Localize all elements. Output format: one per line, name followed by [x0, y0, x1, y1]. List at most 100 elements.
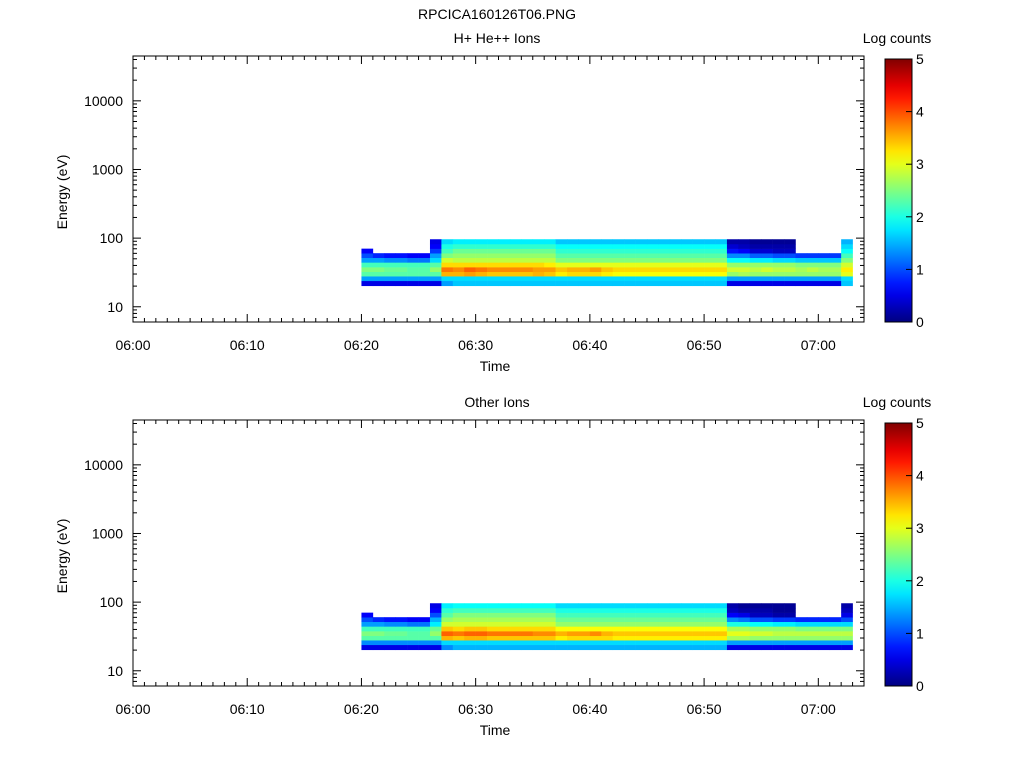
heatmap-cell [429, 253, 442, 259]
heatmap-cell [658, 626, 671, 632]
heatmap-cell [578, 257, 591, 263]
heatmap-cell [715, 635, 728, 641]
heatmap-cell [669, 612, 682, 618]
heatmap-cell [555, 280, 568, 287]
heatmap-cell [658, 253, 671, 259]
heatmap-cell [532, 248, 545, 254]
heatmap-cell [784, 262, 796, 268]
heatmap-cell [544, 603, 556, 609]
heatmap-cell [589, 626, 602, 632]
heatmap-cell [578, 271, 591, 277]
heatmap-cell [567, 267, 579, 273]
heatmap-cell [555, 603, 568, 609]
heatmap-cell [612, 267, 625, 273]
heatmap-cell [738, 640, 751, 646]
heatmap-cell [589, 603, 602, 609]
heatmap-cell [464, 257, 476, 263]
heatmap-cell [509, 635, 522, 641]
heatmap-cell [464, 631, 476, 637]
heatmap-cell [624, 239, 636, 245]
heatmap-cell [475, 262, 488, 268]
heatmap-cell [487, 271, 499, 277]
y-axis-label: Energy (eV) [54, 155, 70, 230]
heatmap-cell [624, 280, 636, 287]
heatmap-cell [715, 267, 728, 273]
heatmap-cell [624, 267, 636, 273]
heatmap-cell [441, 612, 454, 618]
heatmap-cell [749, 271, 762, 277]
heatmap-cell [829, 271, 842, 277]
heatmap-cell [372, 271, 385, 277]
heatmap-cell [829, 644, 842, 651]
heatmap-cell [395, 271, 408, 277]
heatmap-cell [829, 280, 842, 287]
heatmap-cell [646, 631, 659, 637]
colorbar-tick-label: 5 [916, 415, 924, 431]
heatmap-cell [532, 621, 545, 627]
heatmap-cell [646, 612, 659, 618]
heatmap-cell [681, 276, 693, 282]
heatmap-cell [715, 262, 728, 268]
heatmap-cell [429, 262, 442, 268]
heatmap-cell [624, 621, 636, 627]
heatmap-cell [372, 626, 385, 632]
heatmap-cell [361, 635, 374, 641]
heatmap-cell [475, 239, 488, 245]
heatmap-cell [487, 621, 499, 627]
heatmap-cell [589, 253, 602, 259]
heatmap-cell [772, 243, 785, 249]
heatmap-cell [589, 617, 602, 623]
heatmap-cell [784, 276, 796, 282]
heatmap-cell [681, 267, 693, 273]
heatmap-cell [738, 635, 751, 641]
heatmap-cell [772, 603, 785, 609]
heatmap-cell [738, 626, 751, 632]
heatmap-cell [829, 262, 842, 268]
heatmap-cell [601, 262, 614, 268]
heatmap-cell [646, 626, 659, 632]
heatmap-cell [429, 635, 442, 641]
heatmap-cell [429, 626, 442, 632]
heatmap-cell [509, 239, 522, 245]
heatmap-cell [658, 612, 671, 618]
heatmap-cell [589, 239, 602, 245]
heatmap-cell [452, 248, 465, 254]
heatmap-cell [646, 271, 659, 277]
heatmap-cell [635, 621, 648, 627]
heatmap-cell [704, 631, 716, 637]
heatmap-cell [441, 257, 454, 263]
heatmap-cell [567, 262, 579, 268]
x-tick-label: 07:00 [801, 701, 836, 717]
heatmap-cell [418, 267, 431, 273]
heatmap-cell [407, 257, 419, 263]
heatmap-cell [624, 276, 636, 282]
heatmap-cell [555, 640, 568, 646]
heatmap-cell [464, 607, 476, 613]
heatmap-cell [361, 617, 374, 623]
heatmap-cell [589, 644, 602, 651]
heatmap-cell [715, 617, 728, 623]
heatmap-cell [601, 280, 614, 287]
heatmap-cell [521, 271, 534, 277]
heatmap-cell [726, 239, 739, 245]
colorbar-tick-label: 0 [916, 314, 924, 330]
heatmap-cell [806, 640, 819, 646]
heatmap-cell [361, 612, 374, 618]
heatmap-cell [635, 644, 648, 651]
heatmap-cell [418, 257, 431, 263]
heatmap-cell [761, 243, 773, 249]
heatmap-cell [498, 271, 511, 277]
heatmap-cell [704, 603, 716, 609]
heatmap-cell [658, 635, 671, 641]
heatmap-cell [601, 267, 614, 273]
heatmap-cell [749, 262, 762, 268]
heatmap-cell [601, 644, 614, 651]
heatmap-cell [464, 276, 476, 282]
heatmap-cell [795, 271, 808, 277]
heatmap-cell [692, 635, 705, 641]
heatmap-cell [749, 243, 762, 249]
heatmap-cell [532, 635, 545, 641]
heatmap-cell [555, 635, 568, 641]
heatmap-cell [475, 271, 488, 277]
heatmap-cell [589, 243, 602, 249]
